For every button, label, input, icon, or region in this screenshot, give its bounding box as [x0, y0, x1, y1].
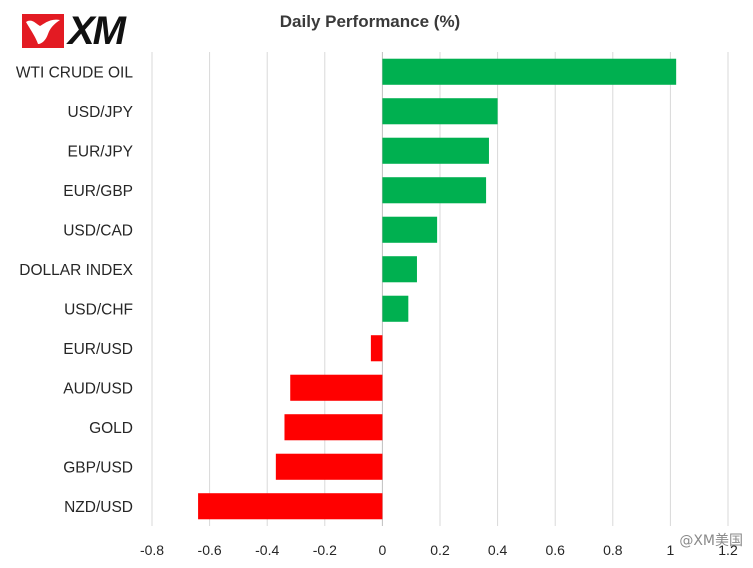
bar: [382, 58, 677, 85]
category-label: GBP/USD: [63, 459, 133, 476]
category-label: WTI CRUDE OIL: [16, 64, 133, 81]
x-tick-label: 0.8: [603, 542, 623, 558]
bar: [382, 295, 409, 322]
bar: [382, 177, 487, 204]
category-label: GOLD: [89, 420, 133, 437]
category-label: DOLLAR INDEX: [19, 262, 133, 279]
bar: [382, 256, 417, 283]
x-tick-label: 0: [379, 542, 387, 558]
bar: [382, 137, 489, 164]
x-tick-label: -0.4: [255, 542, 279, 558]
category-label: NZD/USD: [64, 499, 133, 516]
x-tick-label: -0.2: [313, 542, 337, 558]
x-tick-label: 0.2: [430, 542, 450, 558]
category-label: EUR/USD: [63, 341, 133, 358]
category-label: EUR/JPY: [68, 143, 133, 160]
bars: [198, 58, 677, 520]
bar: [382, 216, 438, 243]
x-tick-label: 1: [667, 542, 675, 558]
logo-text: XM: [68, 9, 126, 53]
bar: [275, 453, 383, 480]
category-label: USD/JPY: [68, 104, 133, 121]
category-label: AUD/USD: [63, 380, 133, 397]
x-tick-label: 1.2: [718, 542, 738, 558]
chart-title: Daily Performance (%): [279, 12, 461, 31]
bar: [284, 414, 383, 441]
x-tick-label: -0.8: [140, 542, 164, 558]
x-tick-label: 0.6: [545, 542, 565, 558]
category-label: USD/CAD: [63, 222, 133, 239]
x-tick-label: -0.6: [198, 542, 222, 558]
bull-icon: [22, 14, 64, 48]
category-labels: WTI CRUDE OIL USD/JPY EUR/JPY EUR/GBP USD/CA…: [16, 64, 134, 516]
category-label: EUR/GBP: [63, 183, 133, 200]
bar: [290, 374, 383, 401]
watermark: @XM美国: [679, 533, 743, 549]
bar: [198, 493, 383, 520]
gridlines: [151, 52, 729, 526]
x-tick-labels: -0.8 -0.6 -0.4 -0.2 0 0.2 0.4 0.6 0.8 1 1.2: [140, 542, 738, 558]
xm-logo: XM: [20, 9, 126, 53]
x-tick-label: 0.4: [488, 542, 508, 558]
category-label: USD/CHF: [64, 301, 133, 318]
bar: [382, 98, 498, 125]
bar: [370, 335, 383, 362]
